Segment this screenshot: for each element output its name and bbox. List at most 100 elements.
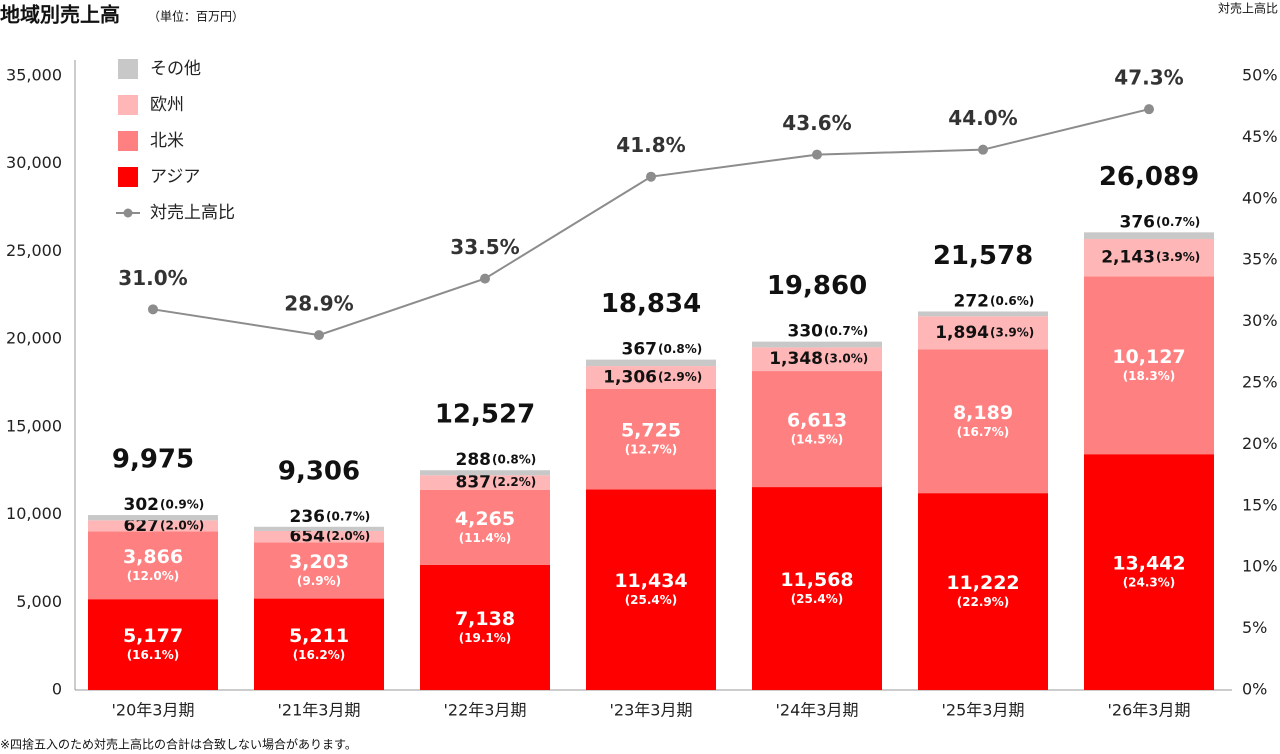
y-tick-label: 15,000 xyxy=(6,416,62,435)
bar-share-label: (16.7%) xyxy=(957,425,1010,439)
bar-share-label: (12.7%) xyxy=(625,443,678,457)
x-tick-label: '21年3月期 xyxy=(278,701,361,720)
bar-value-label: 8,189 xyxy=(953,402,1013,424)
ratio-point xyxy=(148,304,158,315)
bar-share-label: (0.6%) xyxy=(990,294,1034,308)
x-tick-label: '25年3月期 xyxy=(942,701,1025,720)
legend-swatch xyxy=(118,59,138,79)
bar-share-label: (25.4%) xyxy=(625,593,678,607)
bar-segment xyxy=(586,359,716,367)
bar-segment xyxy=(586,489,716,690)
bar-segment xyxy=(586,388,716,490)
chart-subtitle: （単位：百万円） xyxy=(148,9,244,24)
bar-value-label: 236 xyxy=(290,507,326,527)
total-label: 26,089 xyxy=(1099,162,1199,192)
y-tick-label: 25,000 xyxy=(6,241,62,260)
legend-label: 北米 xyxy=(150,131,184,151)
bar-segment xyxy=(254,530,384,543)
bar-segment xyxy=(254,542,384,599)
bar-value-label: 376 xyxy=(1120,212,1156,232)
bar-value-label: 654 xyxy=(290,527,326,547)
legend-label: アジア xyxy=(150,167,200,187)
y-tick-label: 10,000 xyxy=(6,504,62,523)
bar-segment xyxy=(918,349,1048,494)
bar-share-label: (3.9%) xyxy=(990,325,1034,339)
bar-value-label: 627 xyxy=(124,516,160,536)
bar-value-label: 11,434 xyxy=(614,570,687,592)
total-label: 18,834 xyxy=(601,289,701,319)
bar-segment xyxy=(752,487,882,690)
x-tick-label: '26年3月期 xyxy=(1108,701,1191,720)
bar-share-label: (3.9%) xyxy=(1156,250,1200,264)
ratio-point xyxy=(314,330,324,341)
ratio-label: 47.3% xyxy=(1114,66,1183,90)
y2-tick-label: 35% xyxy=(1242,250,1278,269)
bar-share-label: (18.3%) xyxy=(1123,369,1176,383)
y2-tick-label: 45% xyxy=(1242,127,1278,146)
y2-tick-label: 30% xyxy=(1242,311,1278,330)
chart-title: 地域別売上高 xyxy=(0,3,120,27)
footnote: ※四捨五入のため対売上高比の合計は合致しない場合があります。 xyxy=(0,737,357,752)
bar-share-label: (19.1%) xyxy=(459,631,512,645)
bar-segment xyxy=(1084,454,1214,690)
bar-share-label: (0.8%) xyxy=(492,453,536,467)
ratio-point xyxy=(480,273,490,284)
bar-value-label: 1,306 xyxy=(603,368,657,388)
y-tick-label: 20,000 xyxy=(6,329,62,348)
total-label: 21,578 xyxy=(933,241,1033,271)
bar-value-label: 10,127 xyxy=(1112,346,1185,368)
bar-segment xyxy=(918,311,1048,317)
bar-value-label: 330 xyxy=(788,322,824,342)
bar-share-label: (0.7%) xyxy=(1156,215,1200,229)
legend-label: 対売上高比 xyxy=(150,203,235,223)
y2-tick-label: 40% xyxy=(1242,188,1278,207)
bar-value-label: 1,348 xyxy=(769,349,823,369)
bar-value-label: 1,894 xyxy=(935,323,989,343)
bar-value-label: 6,613 xyxy=(787,410,847,432)
x-tick-label: '22年3月期 xyxy=(444,701,527,720)
bar-value-label: 7,138 xyxy=(455,608,515,630)
bar-segment xyxy=(254,526,384,531)
bar-value-label: 272 xyxy=(954,291,990,311)
bar-segment xyxy=(752,371,882,488)
y2-axis-label: 対売上高比 xyxy=(1218,1,1278,16)
bar-segment xyxy=(752,341,882,348)
total-label: 9,975 xyxy=(112,445,194,475)
bar-segment xyxy=(88,520,218,532)
bar-segment xyxy=(752,347,882,372)
bar-share-label: (22.9%) xyxy=(957,595,1010,609)
ratio-label: 43.6% xyxy=(782,111,851,135)
bar-share-label: (24.3%) xyxy=(1123,576,1176,590)
legend-swatch xyxy=(118,95,138,115)
bar-segment xyxy=(918,493,1048,690)
bar-segment xyxy=(88,531,218,600)
bar-segment xyxy=(420,470,550,476)
bar-value-label: 5,211 xyxy=(289,625,349,647)
bar-segment xyxy=(88,515,218,521)
bar-segment xyxy=(1084,276,1214,455)
bar-value-label: 11,222 xyxy=(946,572,1019,594)
ratio-label: 41.8% xyxy=(616,133,685,157)
bar-value-label: 302 xyxy=(124,495,160,515)
legend-swatch xyxy=(118,131,138,151)
total-label: 9,306 xyxy=(278,456,360,486)
y2-tick-label: 5% xyxy=(1242,618,1267,637)
legend-point xyxy=(123,208,133,218)
bar-segment xyxy=(420,489,550,565)
bar-share-label: (0.7%) xyxy=(326,509,370,523)
bar-value-label: 5,725 xyxy=(621,420,681,442)
ratio-point xyxy=(1144,104,1154,115)
y-tick-label: 30,000 xyxy=(6,153,62,172)
ratio-point xyxy=(646,171,656,182)
y-tick-label: 35,000 xyxy=(6,66,62,85)
ratio-label: 28.9% xyxy=(284,292,353,316)
legend-label: その他 xyxy=(150,59,201,79)
bar-value-label: 837 xyxy=(456,473,492,493)
x-tick-label: '24年3月期 xyxy=(776,701,859,720)
bar-share-label: (16.2%) xyxy=(293,648,346,662)
bar-value-label: 288 xyxy=(456,450,492,470)
ratio-point xyxy=(812,149,822,160)
bar-share-label: (16.1%) xyxy=(127,648,180,662)
legend-swatch xyxy=(118,167,138,187)
